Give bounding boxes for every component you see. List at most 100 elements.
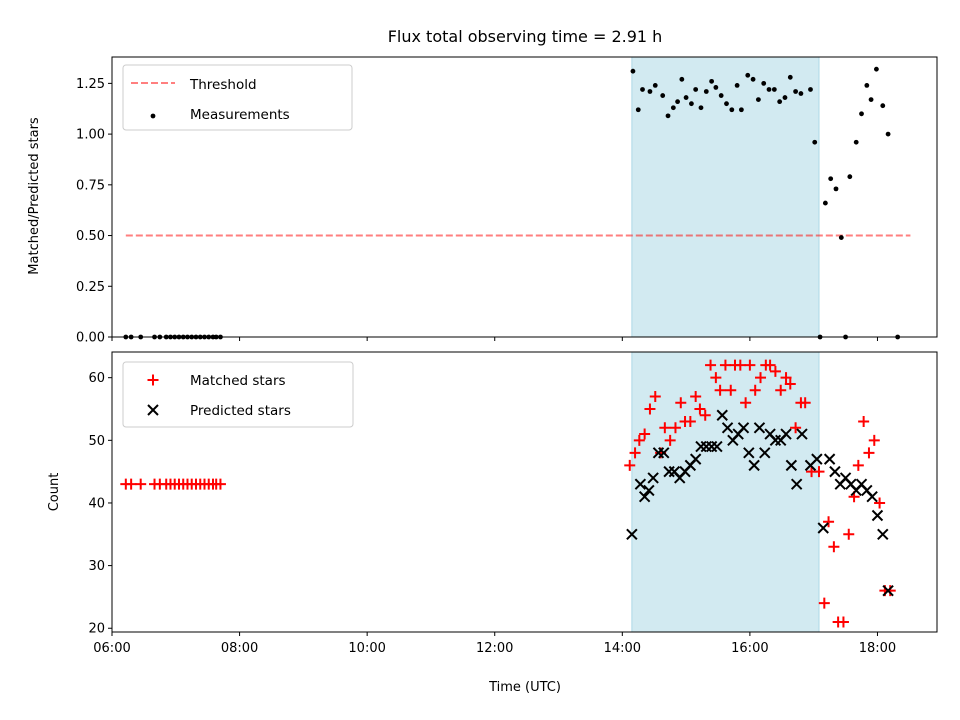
- y-tick-label: 60: [88, 371, 105, 386]
- measurement-point: [787, 74, 793, 80]
- x-axis-label: Time (UTC): [488, 680, 561, 695]
- ratio-y-ticks: 0.00 0.25 0.50 0.75 1.00 1.25: [76, 77, 112, 346]
- matched-star-point: [714, 384, 726, 396]
- count-y-ticks: 20 30 40 50 60: [88, 371, 112, 637]
- measurement-point: [838, 235, 844, 240]
- measurement-point: [689, 101, 694, 107]
- matched-star-point: [868, 434, 880, 446]
- count-axes-frame: [111, 351, 938, 633]
- measurement-point: [798, 91, 804, 96]
- matched-star-point: [649, 390, 661, 402]
- measurement-point: [853, 139, 859, 145]
- predicted-star-point: [811, 453, 823, 465]
- matched-star-point: [764, 359, 776, 371]
- ratio-panel: 0.00 0.25 0.50 0.75 1.00 1.25 Matched/Predict…: [27, 56, 938, 346]
- matched-star-point: [734, 359, 746, 371]
- x-tick-label: 12:00: [476, 641, 513, 656]
- matched-legend-label: Matched stars: [190, 373, 286, 389]
- measurement-point: [847, 174, 853, 180]
- matched-star-point: [790, 422, 802, 434]
- matched-star-point: [675, 397, 687, 409]
- measurement-point: [864, 83, 870, 88]
- y-tick-label: 50: [88, 434, 105, 449]
- matched-star-point: [684, 416, 696, 428]
- matched-star-point: [629, 447, 641, 459]
- matched-star-point: [749, 384, 761, 396]
- matched-star-point: [639, 428, 651, 440]
- matched-star-point: [784, 378, 796, 390]
- observing-window-shade: [631, 351, 820, 633]
- count-legend-box: [122, 361, 354, 428]
- measurement-point: [885, 131, 891, 137]
- y-tick-label: 20: [88, 622, 105, 637]
- matched-star-point: [744, 359, 756, 371]
- matched-star-point: [705, 359, 717, 371]
- matched-star-point: [780, 372, 792, 384]
- predicted-star-point: [796, 428, 808, 440]
- predicted-star-point: [823, 453, 836, 465]
- measurement-point: [868, 97, 874, 103]
- x-tick-label: 08:00: [221, 641, 258, 656]
- measurement-point: [718, 93, 724, 98]
- matched-star-point: [719, 359, 731, 371]
- predicted-star-point: [753, 422, 766, 434]
- measurement-point: [675, 99, 680, 105]
- x-tick-label: 16:00: [731, 641, 768, 656]
- measurements-legend-label: Measurements: [190, 107, 290, 123]
- predicted-star-point: [658, 447, 670, 459]
- predicted-star-point: [790, 478, 803, 490]
- matched-star-point: [135, 478, 147, 490]
- predicted-star-point: [829, 465, 841, 478]
- predicted-star-point: [634, 478, 647, 490]
- x-tick-label: 06:00: [93, 641, 130, 656]
- matched-star-point: [874, 497, 886, 509]
- measurement-point: [698, 105, 704, 111]
- predicted-star-point: [866, 490, 878, 503]
- measurement-point: [766, 87, 772, 92]
- matched-star-point: [843, 528, 855, 540]
- measurement-point: [761, 80, 767, 86]
- y-tick-label: 1.00: [76, 128, 105, 143]
- measurement-point: [874, 66, 879, 72]
- measurement-point: [729, 107, 735, 113]
- measurement-point: [635, 107, 641, 113]
- matched-star-point: [837, 616, 849, 628]
- matched-star-point: [125, 478, 137, 490]
- matched-star-point: [624, 459, 636, 471]
- y-tick-label: 40: [88, 496, 105, 511]
- measurement-point: [703, 89, 709, 94]
- matched-star-point: [669, 422, 681, 434]
- measurement-point: [828, 176, 834, 182]
- ratio-axes-frame: [111, 56, 938, 338]
- ratio-y-axis-label: Matched/Predicted stars: [27, 117, 42, 275]
- matched-star-point: [664, 434, 676, 446]
- predicted-star-point: [647, 472, 659, 484]
- matched-star-point: [740, 397, 752, 409]
- threshold-legend-label: Threshold: [189, 77, 257, 93]
- measurement-point: [734, 83, 740, 88]
- matched-star-point: [725, 384, 737, 396]
- x-tick-label: 14:00: [604, 641, 641, 656]
- y-tick-label: 0.75: [76, 178, 105, 193]
- chart-title: Flux total observing time = 2.91 h: [388, 27, 663, 46]
- predicted-star-point: [817, 522, 829, 534]
- measurement-point: [808, 87, 813, 92]
- matched-star-point: [852, 459, 864, 471]
- ratio-legend-box: [122, 64, 353, 131]
- count-x-ticks: 06:00 08:00 10:00 12:00 14:00 16:00 18:00: [93, 632, 896, 656]
- measurement-point: [777, 99, 783, 105]
- predicted-star-point: [759, 447, 771, 459]
- matched-star-point: [884, 585, 896, 597]
- matched-star-point: [858, 416, 870, 428]
- measurement-point: [793, 89, 799, 94]
- count-plot-marks: [120, 359, 896, 628]
- matched-legend-swatch: [147, 374, 159, 386]
- measurement-point: [679, 76, 685, 82]
- predicted-star-point: [737, 422, 750, 434]
- measurement-point: [665, 113, 671, 119]
- ratio-x-ticks: [111, 337, 878, 341]
- matched-star-point: [699, 409, 711, 421]
- measurement-point: [822, 200, 828, 206]
- y-tick-label: 1.25: [76, 77, 105, 92]
- measurement-point: [652, 83, 658, 88]
